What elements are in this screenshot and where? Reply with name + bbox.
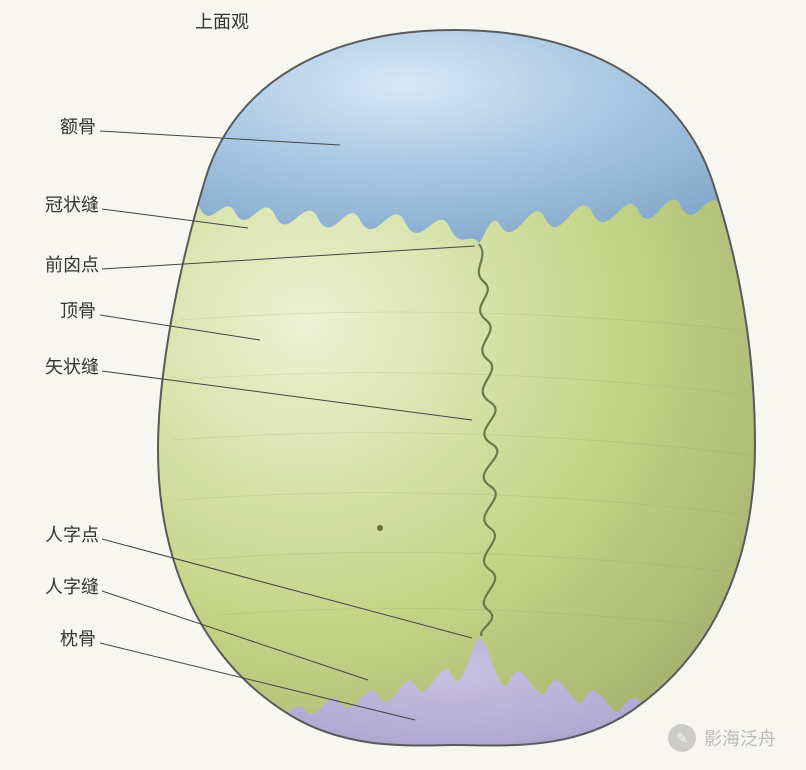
label-lambdoid-suture: 人字缝 bbox=[45, 573, 99, 599]
watermark-icon: ✎ bbox=[668, 724, 696, 752]
label-occipital-bone: 枕骨 bbox=[60, 625, 96, 651]
watermark: ✎ 影海泛舟 bbox=[668, 724, 776, 752]
label-bregma: 前囟点 bbox=[45, 251, 99, 277]
label-frontal-bone: 额骨 bbox=[60, 113, 96, 139]
label-parietal-bone: 顶骨 bbox=[60, 297, 96, 323]
view-title: 上面观 bbox=[195, 8, 249, 34]
skull-diagram bbox=[0, 0, 806, 770]
label-sagittal-suture: 矢状缝 bbox=[45, 353, 99, 379]
label-coronal-suture: 冠状缝 bbox=[45, 191, 99, 217]
watermark-text: 影海泛舟 bbox=[704, 725, 776, 751]
parietal-foramen bbox=[377, 525, 383, 531]
label-lambda: 人字点 bbox=[45, 521, 99, 547]
